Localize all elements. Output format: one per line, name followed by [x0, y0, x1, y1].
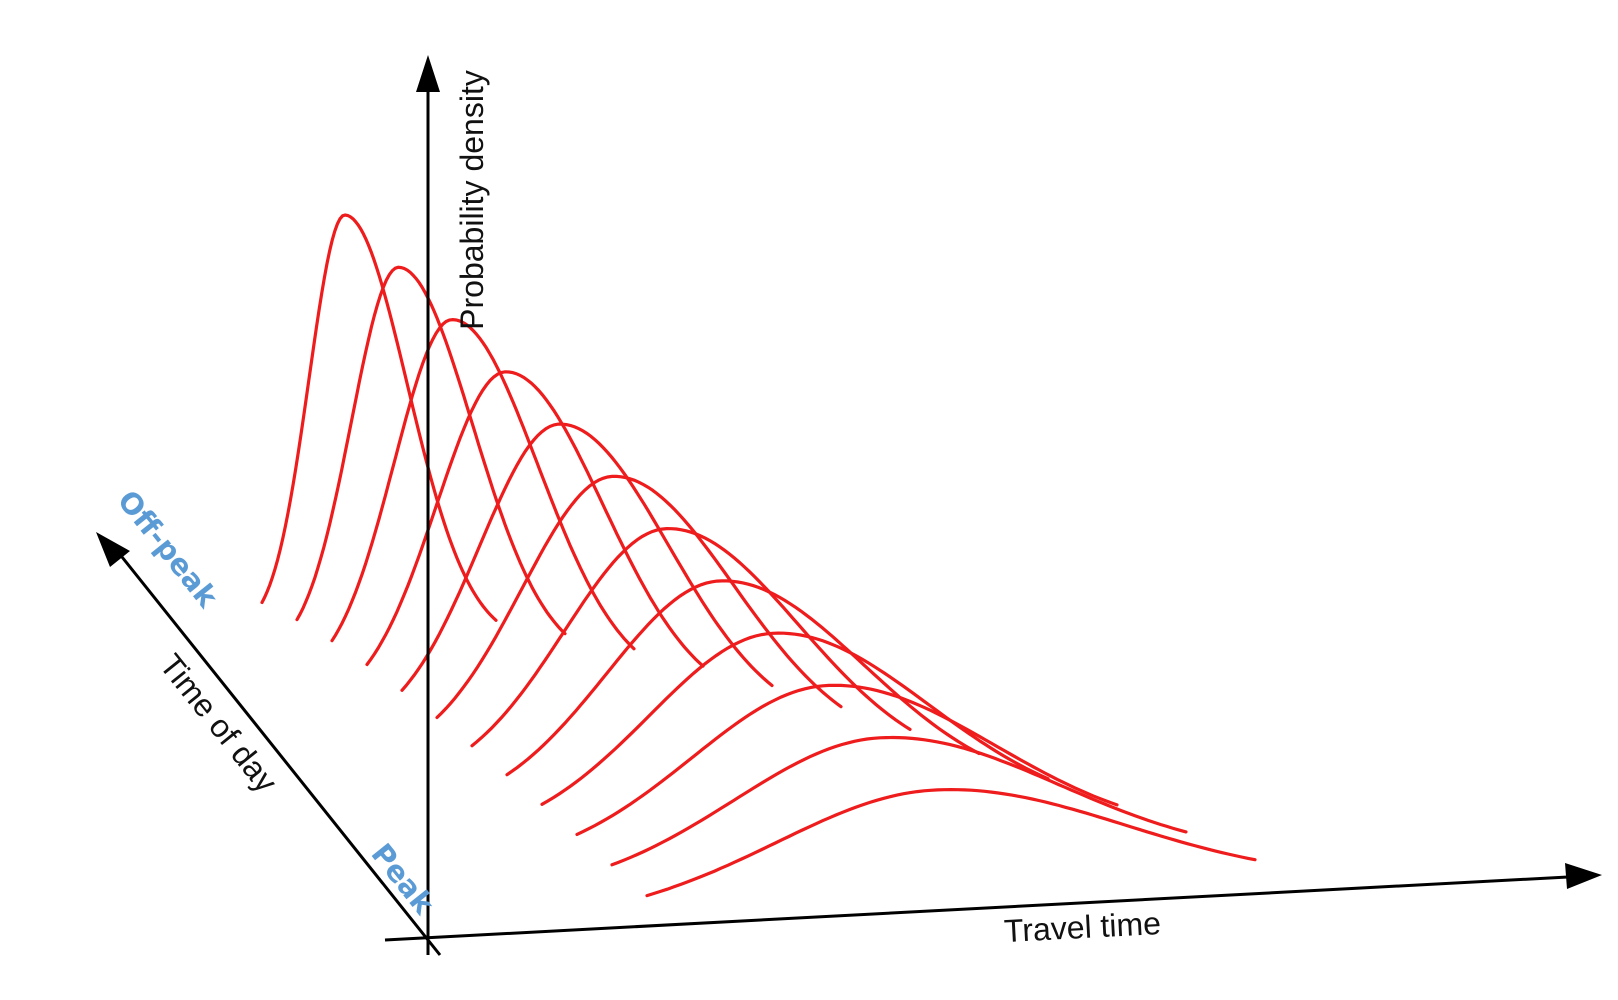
density-curve: [295, 265, 567, 636]
density-curve: [540, 631, 1050, 806]
density-curve: [575, 683, 1119, 836]
travel-time-axis: [384, 875, 1569, 942]
density-curve: [610, 735, 1188, 867]
time-of-day-axis-arrowhead: [96, 532, 130, 567]
travel-time-axis-arrowhead: [1565, 863, 1602, 889]
time-of-day-axis: [116, 551, 442, 956]
density-curve: [400, 422, 774, 692]
probability-density-axis-arrowhead: [416, 55, 440, 92]
density-curve: [470, 526, 912, 748]
density-curves: [260, 213, 1257, 898]
density-curve: [645, 787, 1257, 898]
density-curve: [260, 213, 498, 622]
time-of-day-label: Time of day: [153, 647, 285, 799]
density-curve: [365, 370, 705, 668]
probability-density-label: Probability density: [454, 70, 490, 330]
density-curve: [435, 474, 843, 720]
off-peak-label: Off-peak: [111, 484, 225, 615]
travel-time-label: Travel time: [1003, 905, 1162, 949]
density-curve: [330, 317, 636, 651]
